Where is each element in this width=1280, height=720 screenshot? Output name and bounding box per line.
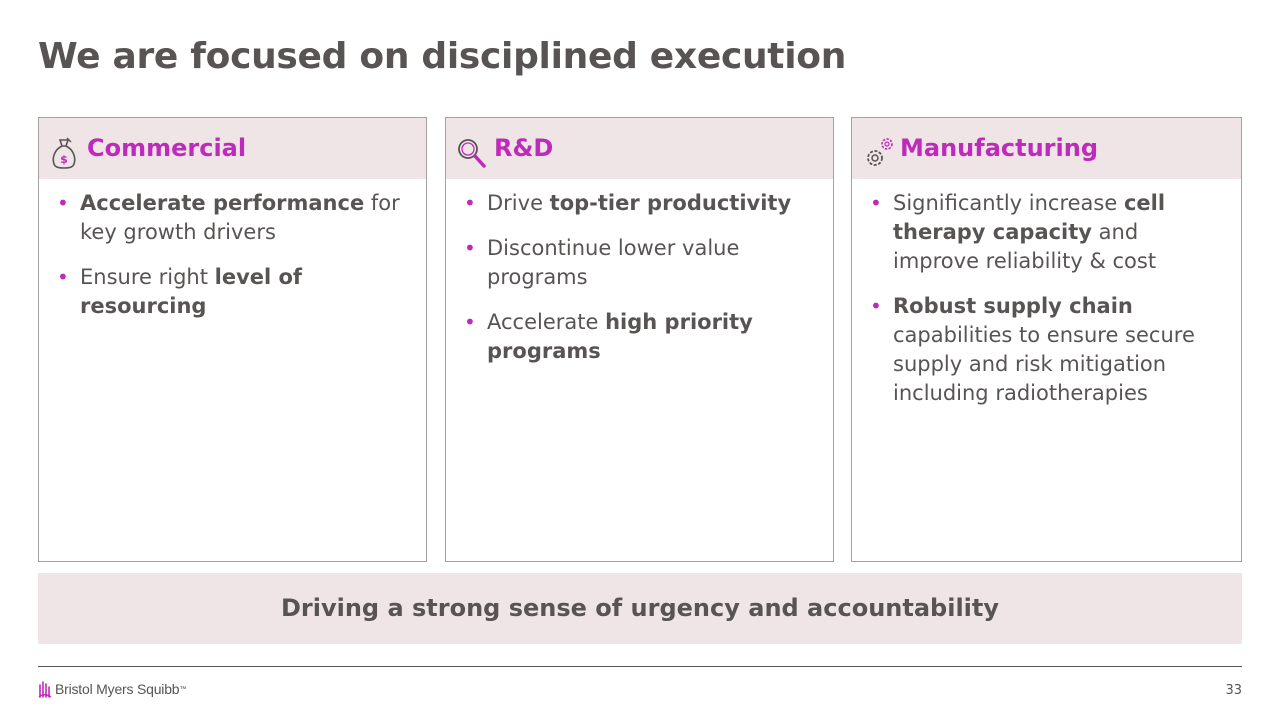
- page-number: 33: [1225, 683, 1242, 698]
- bullet-item: Drive top-tier productivity: [464, 189, 813, 218]
- bullet-list: Drive top-tier productivity Discontinue …: [446, 179, 833, 366]
- bullet-list: Significantly increase cell therapy capa…: [852, 179, 1241, 408]
- svg-text:$: $: [60, 153, 68, 166]
- summary-banner: Driving a strong sense of urgency and ac…: [38, 573, 1242, 644]
- bullet-item: Discontinue lower value programs: [464, 234, 813, 292]
- card-header: R&D: [446, 118, 833, 179]
- gears-icon: [867, 138, 893, 166]
- bullet-item: Significantly increase cell therapy capa…: [870, 189, 1221, 276]
- magnifier-icon: [458, 139, 486, 168]
- slide-title: We are focused on disciplined execution: [38, 36, 847, 77]
- company-logo: Bristol Myers Squibb ™: [38, 678, 186, 700]
- footer-divider: [38, 666, 1242, 667]
- card-title: Manufacturing: [900, 134, 1098, 162]
- card-commercial: $ Commercial Accelerate performance for …: [38, 117, 427, 562]
- logo-text: Bristol Myers Squibb: [55, 681, 180, 697]
- card-header: $ Commercial: [39, 118, 426, 179]
- bullet-item: Accelerate high priority programs: [464, 308, 813, 366]
- banner-text: Driving a strong sense of urgency and ac…: [280, 594, 1000, 622]
- trademark-mark: ™: [179, 685, 187, 693]
- bullet-list: Accelerate performance for key growth dr…: [39, 179, 426, 321]
- logo-mark-icon: [38, 681, 52, 698]
- money-bag-icon: $: [52, 137, 76, 169]
- card-rnd: R&D Drive top-tier productivity Disconti…: [445, 117, 834, 562]
- card-title: R&D: [494, 134, 554, 162]
- card-title: Commercial: [87, 134, 247, 162]
- card-manufacturing: Manufacturing Significantly increase cel…: [851, 117, 1242, 562]
- bullet-item: Accelerate performance for key growth dr…: [57, 189, 406, 247]
- bullet-item: Robust supply chain capabilities to ensu…: [870, 292, 1221, 408]
- bullet-item: Ensure right level of resourcing: [57, 263, 406, 321]
- card-header: Manufacturing: [852, 118, 1241, 179]
